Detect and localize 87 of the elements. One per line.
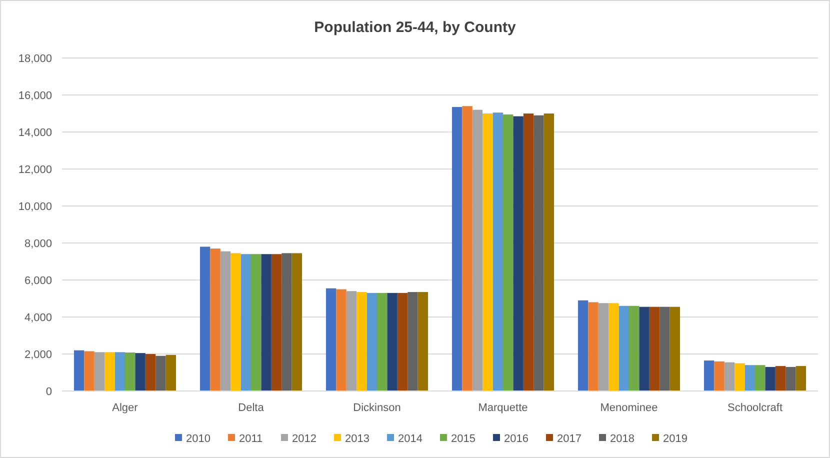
- bar: [166, 354, 176, 391]
- bar: [523, 114, 534, 391]
- bar: [261, 254, 272, 391]
- y-tick-label: 16,000: [18, 90, 52, 102]
- bar: [220, 251, 231, 391]
- y-tick-label: 4,000: [24, 312, 52, 324]
- bar: [482, 114, 493, 391]
- bar: [775, 366, 786, 391]
- bar: [145, 354, 156, 391]
- bar: [397, 292, 408, 391]
- bar: [513, 116, 524, 391]
- bar: [104, 352, 115, 391]
- bar: [418, 292, 428, 391]
- chart-title: Population 25-44, by County: [314, 19, 516, 36]
- x-tick-label: Dickinson: [353, 402, 401, 414]
- legend-label: 2019: [663, 432, 688, 445]
- legend-label: 2016: [504, 432, 528, 445]
- bar: [156, 356, 166, 391]
- bar: [336, 289, 346, 391]
- bar: [660, 306, 670, 391]
- legend-label: 2017: [557, 432, 582, 445]
- bar: [251, 254, 262, 391]
- y-tick-label: 8,000: [24, 238, 52, 250]
- x-tick-label: Menominee: [600, 402, 658, 414]
- bar: [608, 303, 619, 391]
- bar: [326, 288, 336, 391]
- x-tick-label: Delta: [238, 402, 265, 414]
- bar: [125, 352, 136, 391]
- bar: [639, 306, 650, 391]
- bar: [744, 365, 755, 391]
- bar: [240, 254, 251, 391]
- bar: [356, 292, 367, 391]
- bar: [452, 107, 462, 391]
- bar: [649, 306, 660, 391]
- legend-label: 2013: [345, 432, 370, 445]
- bar: [734, 363, 745, 391]
- bar: [472, 110, 483, 391]
- bar: [84, 351, 94, 391]
- bar: [135, 353, 146, 391]
- bar: [94, 352, 105, 391]
- bar: [282, 253, 292, 391]
- bar: [588, 302, 598, 391]
- bar: [704, 360, 714, 391]
- bar: [114, 352, 125, 391]
- bar: [796, 366, 806, 391]
- y-tick-label: 10,000: [18, 200, 52, 213]
- bar: [503, 114, 514, 391]
- bar: [387, 292, 398, 391]
- bar: [714, 361, 724, 391]
- bar: [230, 253, 241, 391]
- legend-label: 2015: [451, 432, 476, 445]
- bar: [598, 303, 609, 391]
- bar: [786, 366, 796, 391]
- bar: [492, 112, 503, 391]
- y-tick-label: 0: [46, 386, 52, 398]
- legend-label: 2014: [398, 432, 422, 445]
- bar: [292, 253, 302, 391]
- bar: [366, 292, 377, 391]
- x-tick-label: Marquette: [478, 402, 528, 414]
- bar: [629, 306, 640, 391]
- bar: [462, 106, 472, 391]
- y-tick-label: 6,000: [24, 274, 52, 287]
- bar: [765, 366, 776, 391]
- bar: [618, 306, 629, 391]
- x-tick-label: Alger: [112, 402, 138, 414]
- bar: [724, 362, 735, 391]
- bar: [346, 291, 357, 391]
- bar: [271, 254, 282, 391]
- x-tick-label: Schoolcraft: [727, 402, 783, 414]
- bar: [200, 246, 210, 391]
- legend-label: 2012: [292, 432, 316, 445]
- bar: [755, 365, 766, 391]
- y-tick-label: 18,000: [18, 52, 52, 65]
- legend-label: 2018: [610, 432, 634, 445]
- bar: [544, 114, 554, 391]
- bar: [408, 292, 418, 391]
- bar: [578, 300, 588, 391]
- legend-label: 2010: [186, 432, 210, 445]
- bar: [74, 350, 84, 391]
- bar: [377, 292, 388, 391]
- bar: [670, 306, 680, 391]
- y-tick-label: 2,000: [24, 348, 52, 361]
- y-tick-label: 12,000: [18, 164, 52, 176]
- legend-label: 2011: [239, 432, 263, 445]
- bar: [534, 115, 544, 391]
- bar: [210, 248, 220, 391]
- y-tick-label: 14,000: [18, 126, 52, 139]
